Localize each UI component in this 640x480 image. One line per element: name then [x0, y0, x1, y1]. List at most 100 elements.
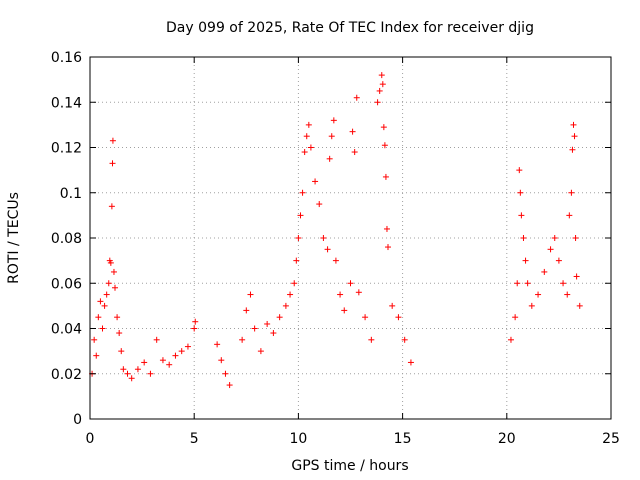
data-point	[103, 291, 110, 298]
data-point	[566, 212, 573, 219]
data-point	[380, 124, 387, 131]
data-point	[517, 189, 524, 196]
data-point	[301, 149, 308, 156]
data-point	[524, 280, 531, 287]
data-point	[247, 291, 254, 298]
data-point	[312, 178, 319, 185]
data-point	[520, 235, 527, 241]
data-point	[251, 325, 258, 332]
data-point	[141, 359, 148, 366]
data-point	[324, 246, 331, 253]
data-point	[295, 235, 302, 241]
data-point	[362, 314, 369, 321]
x-tick-label: 0	[86, 431, 95, 447]
data-point	[326, 155, 333, 162]
data-point	[516, 167, 523, 174]
x-tick-label: 10	[289, 431, 307, 447]
data-point	[564, 291, 571, 298]
data-point	[337, 291, 344, 298]
x-tick-label: 5	[190, 431, 199, 447]
data-point	[159, 357, 166, 364]
data-point	[389, 302, 396, 309]
x-tick-label: 20	[498, 431, 516, 447]
data-point	[124, 370, 131, 377]
data-point	[191, 325, 198, 332]
data-point	[128, 375, 135, 382]
data-point	[153, 336, 160, 343]
data-point	[535, 291, 542, 298]
data-point	[218, 357, 225, 364]
data-point	[91, 336, 98, 343]
axis-ticks	[89, 56, 612, 420]
data-point	[108, 203, 115, 210]
data-point	[376, 87, 383, 94]
data-point	[351, 149, 358, 156]
data-point	[349, 128, 356, 135]
data-point	[353, 94, 360, 101]
data-point	[332, 257, 339, 264]
data-point	[518, 212, 525, 219]
data-point	[109, 160, 116, 167]
data-point	[378, 72, 385, 79]
data-point	[282, 302, 289, 309]
data-point	[118, 348, 125, 355]
data-point	[383, 225, 390, 232]
data-point	[560, 280, 567, 287]
data-point	[243, 307, 250, 314]
x-axis-label: GPS time / hours	[291, 458, 408, 474]
data-point	[385, 244, 392, 251]
data-point	[320, 235, 327, 241]
y-tick-label: 0.1	[60, 186, 82, 202]
data-point	[93, 352, 100, 359]
data-point	[528, 302, 535, 309]
y-tick-label: 0.04	[51, 322, 82, 338]
data-point	[555, 257, 562, 264]
y-tick-label: 0.16	[51, 50, 82, 66]
y-tick-label: 0.14	[51, 95, 82, 111]
data-point	[307, 144, 314, 151]
data-point	[572, 235, 579, 241]
data-point	[541, 268, 548, 275]
data-point	[178, 348, 185, 355]
data-point	[551, 235, 558, 241]
data-point	[120, 366, 127, 373]
data-point	[568, 189, 575, 196]
data-point	[287, 291, 294, 298]
data-point	[395, 314, 402, 321]
y-tick-label: 0.02	[51, 367, 82, 383]
data-point	[134, 366, 141, 373]
data-point	[112, 284, 119, 291]
data-point	[547, 246, 554, 253]
x-tick-labels: 0 5 10 15 20 25	[86, 431, 620, 447]
data-points	[89, 72, 583, 389]
data-point	[99, 325, 106, 332]
data-point	[512, 314, 519, 321]
data-point	[109, 137, 116, 144]
chart-title: Day 099 of 2025, Rate Of TEC Index for r…	[166, 20, 534, 36]
data-point	[522, 257, 529, 264]
data-point	[347, 280, 354, 287]
data-point	[270, 330, 277, 337]
data-point	[184, 343, 191, 350]
y-axis-label: ROTI / TECUs	[6, 192, 22, 284]
data-point	[374, 99, 381, 106]
data-point	[382, 173, 389, 180]
data-point	[297, 212, 304, 219]
data-point	[303, 133, 310, 140]
data-point	[105, 280, 112, 287]
data-point	[355, 289, 362, 296]
data-point	[172, 352, 179, 359]
x-tick-label: 25	[602, 431, 620, 447]
data-point	[507, 336, 514, 343]
data-point	[107, 259, 114, 266]
data-point	[299, 189, 306, 196]
data-point	[305, 121, 312, 128]
data-point	[95, 314, 102, 321]
data-point	[368, 336, 375, 343]
data-point	[379, 81, 386, 88]
data-point	[147, 370, 154, 377]
data-point	[293, 257, 300, 264]
data-point	[192, 318, 199, 325]
